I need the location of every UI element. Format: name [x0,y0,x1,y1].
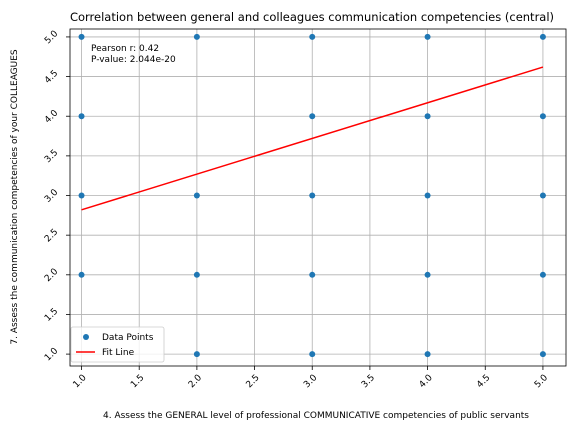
data-point [193,192,200,199]
y-tick-label: 4.5 [43,69,60,86]
x-tick-label: 2.5 [245,373,262,390]
y-tick-label: 1.0 [43,346,60,363]
data-point [309,271,316,278]
data-point [539,192,546,199]
fit-line-layer [81,66,544,211]
data-point [424,113,431,120]
data-point [78,271,85,278]
y-tick-label: 5.0 [43,29,60,46]
y-tick-label: 2.0 [43,267,60,284]
data-point [539,33,546,40]
x-tick-label: 1.0 [72,373,89,390]
y-tick-label: 4.0 [43,108,60,125]
data-point [539,351,546,358]
x-tick-label: 2.0 [187,373,204,390]
legend-label-data-points: Data Points [102,333,154,343]
x-tick-label: 3.5 [360,373,377,390]
data-point [309,33,316,40]
x-tick-label: 4.0 [418,373,435,390]
data-point [309,113,316,120]
data-point [193,271,200,278]
y-axis-label: 7. Assess the communication competencies… [10,49,20,345]
data-point [424,351,431,358]
data-point [309,192,316,199]
y-tick-label: 3.0 [43,187,60,204]
data-point [539,271,546,278]
x-tick-label: 4.5 [475,373,492,390]
data-points [78,33,546,358]
data-point [309,351,316,358]
data-point [424,192,431,199]
x-tick-label: 5.0 [533,373,550,390]
x-axis-label: 4. Assess the GENERAL level of professio… [103,411,529,421]
chart-title: Correlation between general and colleagu… [70,10,554,24]
data-point [78,192,85,199]
data-point [78,113,85,120]
pvalue-annotation: P-value: 2.044e-20 [91,55,176,65]
fit-line [81,66,544,211]
legend: Data Points Fit Line [70,326,165,363]
y-tick-label: 2.5 [43,227,60,244]
legend-marker-data-points [83,334,89,340]
legend-label-fit-line: Fit Line [102,348,135,358]
y-tick-label: 1.5 [43,307,60,324]
data-point [539,113,546,120]
y-tick-label: 3.5 [43,148,60,165]
x-tick-label: 1.5 [129,373,146,390]
data-point [193,33,200,40]
data-point [424,271,431,278]
data-point [78,33,85,40]
data-point [424,33,431,40]
pearson-annotation: Pearson r: 0.42 [91,44,159,54]
legend-box [70,326,165,363]
x-tick-label: 3.0 [302,373,319,390]
plot-frame [69,28,567,367]
grid [70,29,566,366]
data-point [193,351,200,358]
